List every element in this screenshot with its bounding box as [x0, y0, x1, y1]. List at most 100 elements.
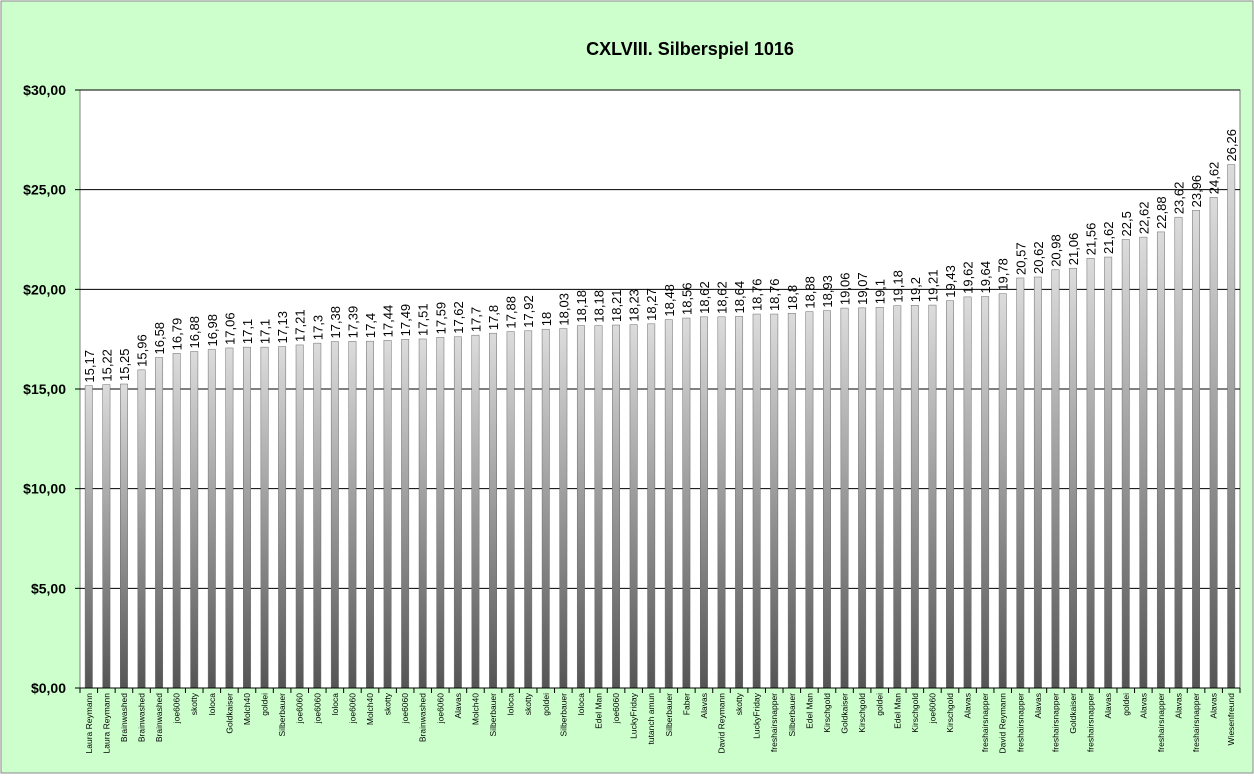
x-tick-label: tutanch amun	[646, 693, 656, 745]
bar	[541, 328, 550, 689]
bar-value-label: 19,43	[943, 265, 958, 298]
bar-value-label: 18,21	[609, 289, 624, 322]
bar-value-label: 17,13	[275, 311, 290, 344]
bar-value-label: 18,27	[644, 288, 659, 321]
x-tick-label: Brainwashed	[137, 693, 147, 742]
bar	[1069, 267, 1077, 689]
bar	[330, 341, 339, 689]
bar-value-label: 19,18	[890, 270, 905, 303]
y-tick-label: $15,00	[23, 381, 66, 397]
bar	[682, 317, 691, 689]
bar	[190, 351, 199, 689]
bar-value-label: 17,59	[433, 302, 448, 335]
x-tick-label: Edel Man	[804, 693, 814, 729]
bar	[418, 338, 427, 689]
bar-value-label: 22,5	[1119, 211, 1134, 236]
bar	[295, 344, 304, 689]
x-tick-label: goldei	[1121, 693, 1131, 716]
bar	[1174, 216, 1183, 689]
bar	[647, 323, 656, 689]
x-tick-label: Goldkaiser	[1068, 693, 1078, 734]
bar	[858, 307, 867, 689]
x-tick-label: skotty	[383, 692, 393, 715]
x-tick-label: David Reymann	[717, 693, 727, 754]
bar	[1086, 257, 1095, 689]
y-tick-label: $5,00	[31, 580, 66, 596]
bar-value-label: 22,88	[1154, 196, 1169, 229]
bar	[981, 296, 990, 689]
bar	[119, 383, 128, 689]
bar	[893, 305, 902, 689]
bar	[84, 385, 93, 689]
x-tick-label: Molch40	[242, 693, 252, 725]
x-tick-label: Alavas	[453, 693, 463, 719]
x-tick-label: goldei	[260, 693, 270, 716]
bar-value-label: 20,62	[1031, 241, 1046, 274]
x-tick-label: skotty	[189, 692, 199, 715]
x-tick-label: skotty	[523, 692, 533, 715]
bar-value-label: 17,7	[468, 307, 483, 332]
x-tick-label: Alavas	[1138, 693, 1148, 719]
bar	[1121, 239, 1130, 689]
x-tick-label: freshairsnapper	[1156, 693, 1166, 752]
bar-value-label: 24,62	[1207, 162, 1222, 195]
bar-value-label: 15,25	[117, 348, 132, 381]
bars	[84, 164, 1236, 689]
bar-value-label: 18,8	[785, 285, 800, 310]
bar	[207, 349, 216, 689]
bar	[1104, 256, 1113, 689]
bar-value-label: 16,98	[205, 314, 220, 347]
bar-value-label: 19,78	[996, 258, 1011, 291]
bar-value-label: 18,76	[750, 279, 765, 312]
bar-value-label: 23,96	[1189, 175, 1204, 208]
bar-value-label: 17,49	[398, 304, 413, 337]
x-tick-label: Molch40	[470, 693, 480, 725]
x-tick-label: joe6060	[312, 693, 322, 725]
x-tick-label: Wiesenfreund	[1226, 693, 1236, 746]
bar	[1016, 277, 1025, 689]
bar	[910, 305, 919, 689]
x-tick-label: LuckyFriday	[752, 692, 762, 739]
y-tick-label: $0,00	[31, 680, 66, 696]
bar	[383, 340, 392, 689]
x-tick-label: Brainwashed	[119, 693, 129, 742]
y-axis-ticks: $0,00 $5,00 $10,00 $15,00 $20,00 $25,00 $30,00	[23, 82, 80, 696]
bar	[524, 330, 533, 689]
bar-value-label: 18,03	[556, 293, 571, 326]
bar	[1051, 269, 1060, 689]
bar-value-label: 17,3	[310, 315, 325, 340]
bar	[717, 316, 726, 689]
bar	[453, 336, 462, 689]
x-tick-label: joe6060	[611, 693, 621, 725]
bar-value-label: 17,1	[258, 319, 273, 344]
bar	[559, 328, 568, 689]
bar-value-label: 23,62	[1171, 182, 1186, 215]
bar-value-label: 16,79	[170, 318, 185, 351]
x-tick-label: loloca	[506, 693, 516, 715]
bar	[735, 316, 744, 689]
bar	[664, 319, 673, 689]
bar-value-label: 17,4	[363, 313, 378, 338]
bar-value-label: 17,39	[345, 306, 360, 339]
x-tick-label: joe6060	[295, 693, 305, 725]
bar-value-label: 17,62	[451, 301, 466, 334]
bar-value-label: 19,06	[838, 273, 853, 306]
x-tick-label: skotty	[734, 692, 744, 715]
bar	[137, 369, 146, 689]
bar	[963, 296, 972, 689]
bar-value-label: 17,06	[222, 312, 237, 345]
bar	[489, 332, 497, 689]
x-tick-label: Silberbauer	[664, 693, 674, 737]
bar-value-label: 26,26	[1224, 129, 1239, 162]
x-tick-label: goldei	[541, 693, 551, 716]
bar	[594, 325, 603, 689]
x-tick-label: Edel Man	[593, 693, 603, 729]
bar-value-label: 18,18	[574, 290, 589, 323]
bar	[172, 353, 181, 689]
x-tick-label: Alavas	[1173, 693, 1183, 719]
data-labels: 15,17 15,22 15,25 15,96 16,58 16,79 16,88 16,98…	[82, 129, 1239, 383]
bar	[770, 313, 779, 689]
bar-value-label: 21,56	[1084, 223, 1099, 256]
chart-title: CXLVIII. Silberspiel 1016	[586, 39, 794, 59]
